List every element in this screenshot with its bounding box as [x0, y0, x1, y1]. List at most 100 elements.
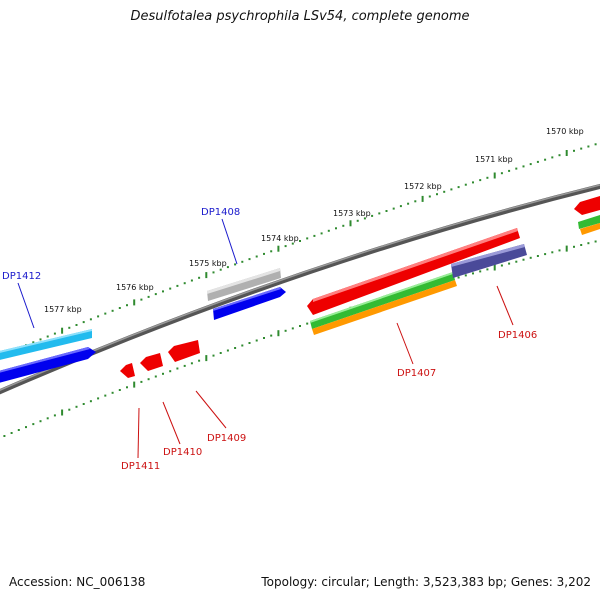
forward-gene-track	[0, 196, 600, 384]
minor-tick	[10, 432, 13, 434]
gene-reverse-right-orange[interactable]	[580, 223, 600, 235]
accession-label: Accession: NC_006138	[9, 575, 146, 589]
major-tick	[133, 381, 136, 388]
minor-tick	[176, 284, 179, 287]
major-tick	[133, 299, 136, 306]
minor-tick	[198, 276, 201, 279]
gene-DP1410[interactable]	[140, 353, 163, 371]
label-leaders	[17, 218, 514, 459]
minor-tick	[241, 344, 244, 347]
gene-label-DP1406[interactable]: DP1406	[498, 330, 537, 341]
minor-tick	[255, 339, 258, 342]
gene-label-DP1408[interactable]: DP1408	[201, 207, 240, 218]
minor-tick	[126, 304, 128, 307]
minor-tick	[104, 312, 107, 315]
gene-label-DP1407[interactable]: DP1407	[397, 368, 436, 379]
minor-tick	[472, 181, 474, 184]
scale-label-1576: 1576 kbp	[116, 283, 154, 292]
minor-tick	[212, 271, 215, 274]
gene-label-DP1410[interactable]: DP1410	[163, 447, 202, 458]
minor-tick	[306, 322, 309, 325]
minor-tick	[414, 200, 417, 203]
gene-DP1406[interactable]	[451, 244, 527, 278]
minor-tick	[544, 158, 547, 161]
minor-tick	[558, 249, 561, 252]
minor-tick	[234, 347, 237, 349]
minor-tick	[154, 375, 157, 378]
minor-tick	[241, 260, 244, 263]
minor-tick	[515, 167, 518, 170]
minor-tick	[169, 287, 172, 290]
gene-forward-right[interactable]	[574, 196, 600, 215]
minor-tick	[82, 321, 85, 324]
minor-tick	[68, 326, 71, 329]
minor-tick	[594, 240, 597, 243]
major-tick	[565, 245, 568, 252]
gene-label-DP1411[interactable]: DP1411	[121, 461, 160, 472]
minor-tick	[486, 268, 489, 271]
minor-tick	[162, 372, 164, 375]
minor-tick	[147, 378, 150, 381]
minor-tick	[46, 335, 49, 338]
minor-tick	[457, 186, 460, 189]
minor-tick	[594, 143, 597, 146]
minor-tick	[255, 255, 258, 258]
gene-DP1407-red[interactable]	[307, 228, 520, 315]
minor-tick	[529, 256, 532, 259]
minor-tick	[198, 359, 201, 362]
minor-tick	[378, 212, 381, 215]
minor-tick	[284, 329, 287, 332]
minor-tick	[587, 242, 590, 245]
gene-DP1411[interactable]	[120, 363, 135, 378]
minor-tick	[212, 354, 215, 357]
scale-label-1572: 1572 kbp	[404, 182, 442, 191]
minor-tick	[522, 165, 525, 168]
major-tick	[421, 195, 424, 202]
minor-tick	[464, 274, 467, 277]
minor-tick	[89, 400, 92, 403]
minor-tick	[75, 324, 78, 326]
scale-label-1577: 1577 kbp	[44, 305, 82, 314]
minor-tick	[450, 188, 453, 191]
gene-DP1409[interactable]	[168, 340, 200, 362]
minor-tick	[140, 298, 143, 301]
minor-tick	[529, 163, 532, 166]
gene-reverse-right-green[interactable]	[578, 215, 600, 229]
minor-tick	[169, 370, 172, 373]
minor-tick	[126, 386, 128, 389]
minor-tick	[53, 332, 56, 335]
gene-label-DP1412[interactable]: DP1412	[2, 271, 41, 282]
scale-label-1573: 1573 kbp	[333, 209, 371, 218]
gene-labels: DP1408 DP1412 DP1406 DP1407 DP1409 DP141…	[2, 207, 537, 472]
minor-tick	[320, 232, 323, 235]
outer-scale-track	[3, 143, 597, 356]
scale-labels: 1570 kbp 1571 kbp 1572 kbp 1573 kbp 1574…	[44, 127, 584, 314]
minor-tick	[580, 244, 583, 246]
scale-label-1570: 1570 kbp	[546, 127, 584, 136]
minor-tick	[226, 266, 229, 269]
minor-tick	[270, 334, 273, 337]
minor-tick	[291, 242, 294, 245]
minor-tick	[436, 193, 438, 196]
minor-tick	[399, 205, 402, 208]
gene-label-DP1409[interactable]: DP1409	[207, 433, 246, 444]
major-tick	[205, 272, 208, 279]
major-tick	[349, 220, 352, 227]
minor-tick	[371, 214, 374, 217]
minor-tick	[536, 255, 539, 257]
minor-tick	[479, 179, 482, 182]
minor-tick	[25, 426, 27, 429]
gene-DP1412[interactable]	[0, 347, 96, 384]
gene-DP1407-orange[interactable]	[312, 280, 457, 335]
gene-DP1412-upper[interactable]	[0, 329, 92, 361]
minor-tick	[428, 195, 431, 198]
gene-DP1407-green[interactable]	[310, 272, 455, 329]
gene-DP1408[interactable]	[213, 287, 286, 320]
minor-tick	[39, 420, 42, 423]
minor-tick	[573, 149, 575, 152]
minor-tick	[248, 342, 251, 344]
minor-tick	[558, 154, 561, 157]
minor-tick	[284, 245, 287, 248]
minor-tick	[327, 229, 330, 232]
